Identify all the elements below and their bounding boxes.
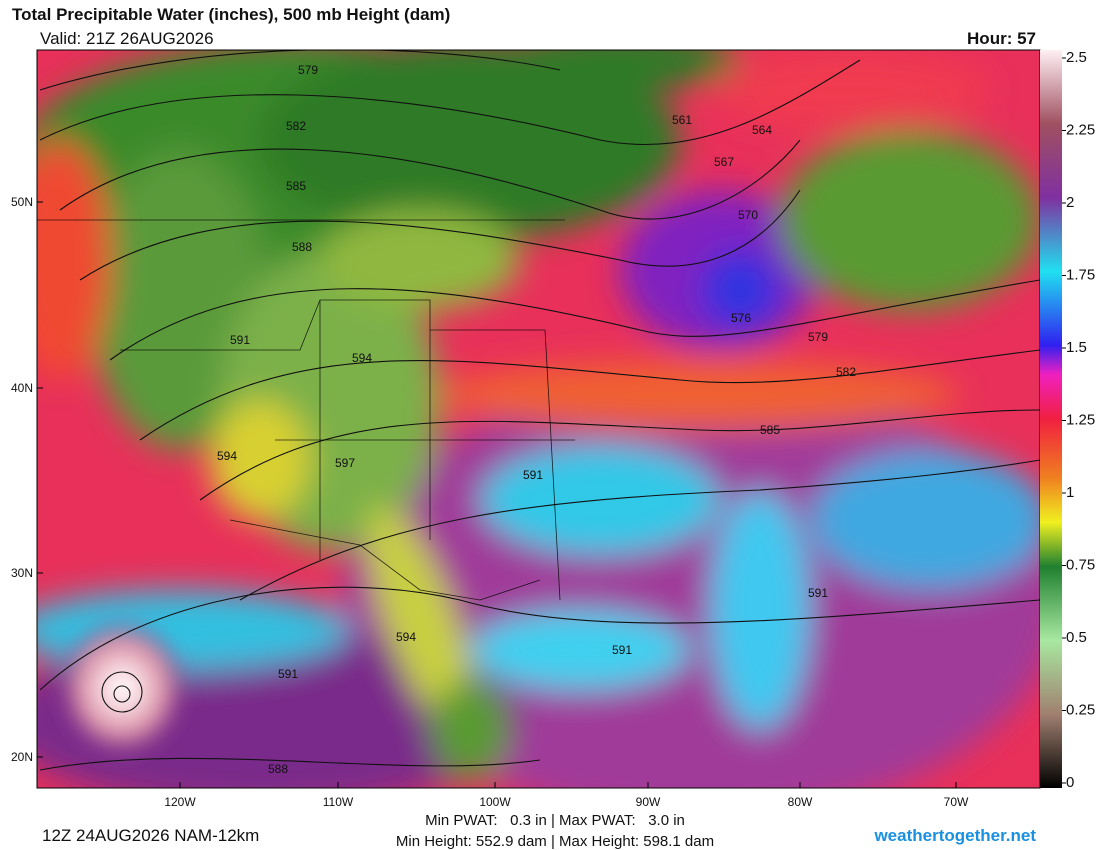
- contour-label: 597: [335, 456, 355, 470]
- colorbar-ticks: 0 0.25 0.5 0.75 1 1.25 1.5 1.75 2 2.25 2.5: [1062, 49, 1095, 791]
- longitude-label: 120W: [164, 795, 196, 809]
- contour-label: 582: [286, 119, 306, 133]
- longitude-label: 80W: [788, 795, 813, 809]
- colorbar-tick-label: 0.5: [1066, 629, 1087, 646]
- contour-label: 579: [808, 330, 828, 344]
- contour-label: 576: [731, 311, 751, 325]
- longitude-label: 110W: [323, 795, 354, 809]
- forecast-hour: Hour: 57: [967, 29, 1036, 48]
- contour-label: 570: [738, 208, 758, 222]
- colorbar-tick-label: 2.25: [1066, 121, 1095, 138]
- colorbar-tick-label: 2.5: [1066, 49, 1087, 66]
- valid-time: Valid: 21Z 26AUG2026: [40, 29, 214, 48]
- latitude-label: 20N: [11, 750, 33, 764]
- contour-label: 585: [760, 423, 780, 437]
- colorbar-tick-label: 2: [1066, 194, 1074, 211]
- pwat-range: Min PWAT: 0.3 in | Max PWAT: 3.0 in: [425, 812, 685, 829]
- colorbar-tick-label: 1.75: [1066, 266, 1095, 283]
- contour-label: 564: [752, 123, 772, 137]
- contour-labels: 579 582 585 588 591 594 594 597 591 561 564 567 570 5…: [217, 63, 856, 776]
- latitude-label: 40N: [11, 381, 33, 395]
- contour-label: 594: [396, 630, 416, 644]
- colorbar-tick-label: 0.75: [1066, 556, 1095, 573]
- contour-label: 561: [672, 113, 692, 127]
- colorbar-tick-label: 0.25: [1066, 701, 1095, 718]
- model-run: 12Z 24AUG2026 NAM-12km: [42, 826, 259, 845]
- colorbar-tick-label: 0: [1066, 774, 1074, 791]
- title: Total Precipitable Water (inches), 500 m…: [12, 5, 450, 24]
- colorbar-tick-label: 1.25: [1066, 411, 1095, 428]
- longitude-label: 70W: [944, 795, 969, 809]
- contour-label: 585: [286, 179, 306, 193]
- map-field: [37, 50, 1040, 788]
- height-range: Min Height: 552.9 dam | Max Height: 598.…: [396, 833, 714, 850]
- contour-label: 591: [278, 667, 298, 681]
- colorbar-tick-label: 1: [1066, 484, 1074, 501]
- longitude-label: 90W: [636, 795, 661, 809]
- contour-label: 582: [836, 365, 856, 379]
- contour-label: 588: [268, 762, 288, 776]
- latitude-label: 30N: [11, 566, 33, 580]
- contour-label: 594: [217, 449, 237, 463]
- contour-label: 588: [292, 240, 312, 254]
- latitude-label: 50N: [11, 195, 33, 209]
- contour-label: 591: [612, 643, 632, 657]
- colorbar-tick-label: 1.5: [1066, 339, 1087, 356]
- contour-label: 579: [298, 63, 318, 77]
- contour-label: 591: [523, 468, 543, 482]
- colorbar: [1040, 50, 1062, 788]
- contour-label: 594: [352, 351, 372, 365]
- contour-label: 591: [230, 333, 250, 347]
- credit: weathertogether.net: [873, 826, 1036, 845]
- contour-label: 567: [714, 155, 734, 169]
- graticule-labels: 50N 40N 30N 20N 120W 110W 100W 90W 80W 70W: [11, 195, 969, 809]
- contour-label: 591: [808, 586, 828, 600]
- longitude-label: 100W: [479, 795, 511, 809]
